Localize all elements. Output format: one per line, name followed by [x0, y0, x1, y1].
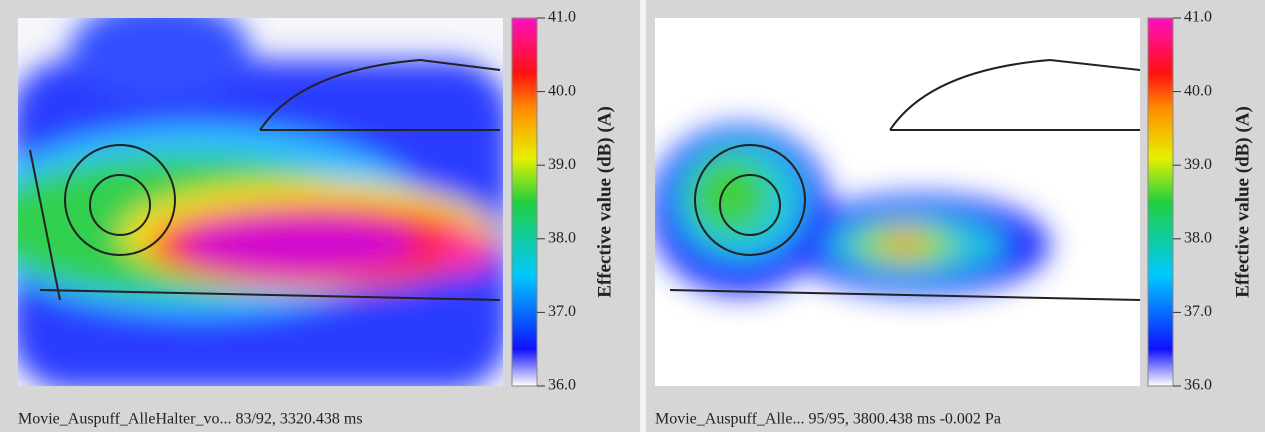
- colorbar-label: Effective value (dB) (A): [1232, 106, 1253, 298]
- heatmap-image: [18, 18, 503, 386]
- separator: [640, 0, 646, 432]
- colorbar-tick-label: 37.0: [548, 303, 576, 320]
- colorbar-tick-label: 41.0: [1184, 9, 1212, 26]
- colorbar-tick-label: 36.0: [548, 377, 576, 394]
- colorbar-tick-label: 38.0: [548, 229, 576, 246]
- colorbar: [511, 17, 538, 387]
- heatmap-image: [655, 18, 1140, 386]
- caption: Movie_Auspuff_AlleHalter_vo... 83/92, 33…: [18, 411, 363, 428]
- colorbar-tick-label: 40.0: [548, 82, 576, 99]
- colorbar-tick-label: 38.0: [1184, 229, 1212, 246]
- colorbar-tick-label: 36.0: [1184, 377, 1212, 394]
- colorbar-label: Effective value (dB) (A): [594, 106, 615, 298]
- colorbar-tick-label: 37.0: [1184, 303, 1212, 320]
- caption: Movie_Auspuff_Alle... 95/95, 3800.438 ms…: [655, 411, 1001, 428]
- colorbar-tick-label: 41.0: [548, 9, 576, 26]
- colorbar-tick-label: 39.0: [548, 156, 576, 173]
- colorbar-tick-label: 39.0: [1184, 156, 1212, 173]
- colorbar: [1147, 17, 1174, 387]
- colorbar-tick-label: 40.0: [1184, 82, 1212, 99]
